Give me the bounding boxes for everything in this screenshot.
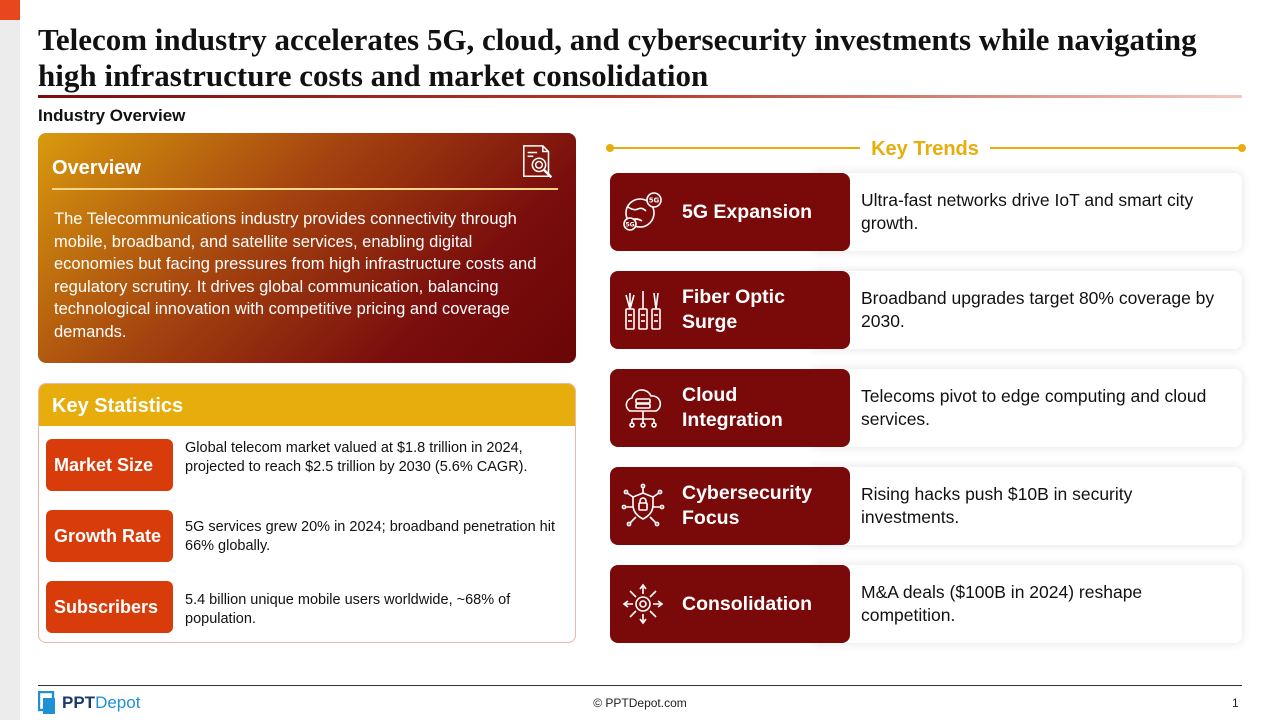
shield-circuit-icon xyxy=(621,483,665,527)
pptdepot-logo: PPT Depot xyxy=(38,691,140,715)
stat-label: Subscribers xyxy=(46,581,173,633)
svg-text:5G: 5G xyxy=(649,197,660,205)
svg-text:5G: 5G xyxy=(625,222,634,229)
stat-description: Global telecom market valued at $1.8 tri… xyxy=(185,440,528,475)
trend-description: Rising hacks push $10B in security inves… xyxy=(861,484,1133,527)
trend-name: 5G Expansion xyxy=(682,200,813,223)
trend-card xyxy=(810,565,1242,643)
trend-description: Ultra-fast networks drive IoT and smart … xyxy=(861,190,1194,233)
trend-badge: Cloud Integration xyxy=(610,369,850,447)
trend-name: Fiber Optic Surge xyxy=(682,286,785,333)
corner-accent xyxy=(0,0,20,20)
section-label: Industry Overview xyxy=(38,106,186,125)
trend-card xyxy=(810,173,1242,251)
key-trends-title: Key Trends xyxy=(860,138,990,161)
overview-card: Overview The Telecommunications industry… xyxy=(38,133,576,363)
stat-description: 5.4 billion unique mobile users worldwid… xyxy=(185,592,511,627)
fiber-optic-icon xyxy=(625,291,661,330)
trend-card xyxy=(810,467,1242,545)
trend-description: M&A deals ($100B in 2024) reshape compet… xyxy=(861,582,1143,625)
logo-text-depot: Depot xyxy=(95,693,141,712)
key-statistics-title: Key Statistics xyxy=(39,384,575,426)
stat-label: Growth Rate xyxy=(46,510,173,562)
5g-globe-icon: 5G 5G xyxy=(623,192,662,231)
trend-badge: 5G 5G 5G Expansion xyxy=(610,173,850,251)
trends-rule-dot-right xyxy=(1238,144,1246,152)
left-margin-strip xyxy=(0,0,20,720)
consolidation-icon xyxy=(622,583,664,625)
trend-card xyxy=(810,271,1242,349)
trend-description: Broadband upgrades target 80% coverage b… xyxy=(861,288,1215,331)
trend-name: Cloud Integration xyxy=(682,384,783,431)
trend-badge: Consolidation xyxy=(610,565,850,643)
cloud-server-icon xyxy=(625,389,662,428)
overview-divider xyxy=(52,188,558,190)
page-number: 1 xyxy=(1232,696,1239,710)
logo-text-ppt: PPT xyxy=(62,693,96,712)
pptdepot-logo-icon xyxy=(38,691,55,714)
overview-text: The Telecommunications industry provides… xyxy=(54,210,537,341)
trend-badge: Fiber Optic Surge xyxy=(610,271,850,349)
trend-row-cloud: Cloud Integration Telecoms pivot to edge… xyxy=(610,369,1242,447)
footer-divider xyxy=(38,685,1242,686)
trend-badge: Cybersecurity Focus xyxy=(610,467,850,545)
slide-title: Telecom industry accelerates 5G, cloud, … xyxy=(38,22,1197,93)
trend-description: Telecoms pivot to edge computing and clo… xyxy=(861,386,1207,429)
stat-label: Market Size xyxy=(46,439,173,491)
trend-row-5g: 5G 5G 5G Expansion Ultra-fast networks d… xyxy=(610,173,1242,251)
trend-name: Cybersecurity Focus xyxy=(682,482,813,529)
document-search-icon xyxy=(523,145,553,179)
trend-name: Consolidation xyxy=(682,592,812,615)
trend-row-cybersecurity: Cybersecurity Focus Rising hacks push $1… xyxy=(610,467,1242,545)
title-divider xyxy=(38,95,1242,98)
trend-row-consolidation: Consolidation M&A deals ($100B in 2024) … xyxy=(610,565,1242,643)
trend-row-fiber: Fiber Optic Surge Broadband upgrades tar… xyxy=(610,271,1242,349)
stat-description: 5G services grew 20% in 2024; broadband … xyxy=(185,519,555,554)
key-statistics-card: Key Statistics Market Size Global teleco… xyxy=(38,383,576,643)
trend-card xyxy=(810,369,1242,447)
copyright-text: © PPTDepot.com xyxy=(593,696,687,710)
overview-title: Overview xyxy=(52,157,141,179)
